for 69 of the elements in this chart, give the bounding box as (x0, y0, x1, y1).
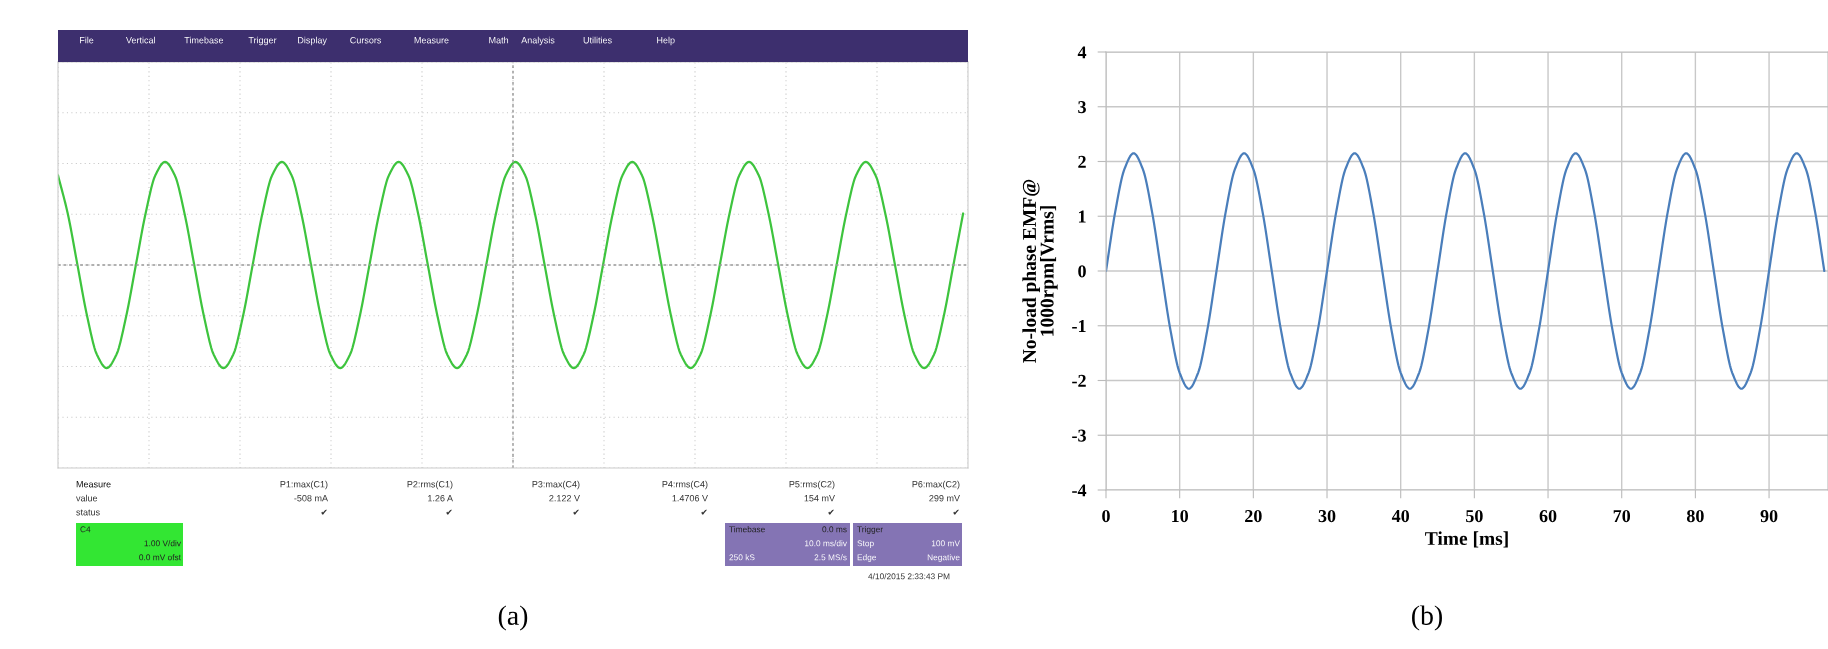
text: Trigger (248, 36, 277, 46)
x-tick-label: 70 (1613, 509, 1631, 523)
text: Display (298, 36, 327, 46)
text: Timebase (184, 36, 224, 44)
text: P5:rms(C2) (789, 480, 835, 490)
x-tick-label: 0 (1102, 509, 1110, 523)
text: Measure (76, 481, 111, 488)
y-tick-label: 1 (1078, 210, 1086, 223)
text: Timebase (729, 526, 765, 533)
text: P3:max(C4) (532, 480, 580, 490)
text: P4:rms(C4) (662, 480, 708, 490)
text: 4/10/2015 2:33:43 PM (868, 573, 950, 580)
text: C4 (80, 526, 91, 533)
text: ✔ (953, 509, 959, 515)
x-tick-label: 50 (1466, 509, 1483, 523)
text: P6:max(C2) (912, 480, 960, 490)
text: File (80, 36, 94, 44)
text: Utilities (583, 36, 612, 44)
text: 0.0 mV ofst (139, 554, 181, 561)
text: Negative (927, 554, 960, 562)
text: status (76, 509, 100, 516)
x-tick-label: 30 (1318, 509, 1336, 523)
y-tick-label: -3 (1072, 429, 1086, 442)
text: Measure (414, 37, 449, 44)
text: P2:rms(C1) (407, 480, 453, 490)
text: 154 mV (804, 495, 835, 502)
text: Help (657, 36, 675, 46)
y-tick-label: -4 (1072, 484, 1087, 497)
y-tick-label: 0 (1078, 265, 1086, 278)
text: Edge (857, 554, 877, 562)
y-tick-label: 4 (1077, 46, 1087, 59)
text: Vertical (125, 36, 155, 44)
x-tick-label: 40 (1391, 509, 1410, 523)
y-tick-label: 2 (1078, 155, 1086, 168)
y-axis-title: No-load phase EMF@ 1000rpm[Vrms] (1022, 179, 1058, 363)
text: (a) (498, 605, 528, 631)
text: 2.122 V (549, 495, 580, 502)
text: value (76, 494, 98, 502)
x-axis-title: Time [ms] (1425, 531, 1508, 548)
text: ✔ (446, 509, 452, 515)
text: 1.4706 V (672, 495, 708, 502)
y-tick-label: -1 (1072, 320, 1086, 333)
x-tick-label: 80 (1686, 509, 1704, 523)
text: 250 kS (729, 554, 755, 561)
text: 299 mV (929, 495, 960, 502)
text: ✔ (828, 509, 834, 515)
text: (b) (1412, 605, 1442, 631)
text: Trigger (857, 526, 883, 534)
y-tick-label: -2 (1072, 374, 1086, 387)
text: 10.0 ms/div (805, 540, 847, 547)
y-tick-label: 3 (1078, 101, 1086, 114)
x-tick-label: 10 (1172, 509, 1189, 523)
text: ✔ (701, 509, 707, 515)
text: ✔ (573, 509, 579, 515)
text: Analysis (521, 36, 555, 46)
text: Stop (857, 540, 874, 548)
text: 0.0 ms (822, 526, 847, 533)
x-tick-label: 20 (1245, 509, 1262, 523)
text: -508 mA (294, 495, 328, 502)
text: 2.5 MS/s (814, 554, 847, 561)
text: Math (489, 36, 509, 44)
text: ✔ (321, 509, 327, 515)
text: 1.00 V/div (144, 540, 181, 547)
x-tick-label: 60 (1539, 509, 1557, 523)
x-tick-label: 90 (1760, 509, 1778, 523)
text: P1:max(C1) (280, 480, 328, 490)
text: Cursors (350, 37, 382, 44)
text: 1.26 A (428, 495, 453, 502)
text: 100 mV (931, 540, 960, 547)
